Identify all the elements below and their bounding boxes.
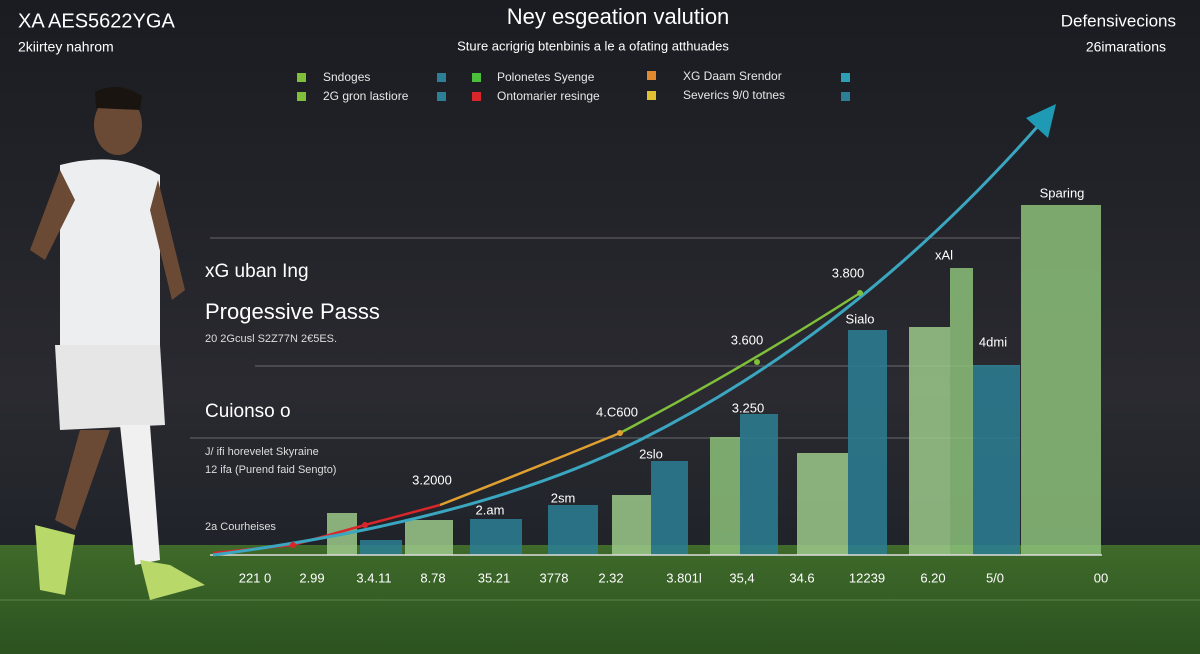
panel-footer: 2a Courheises — [205, 521, 276, 533]
bar — [909, 327, 950, 555]
point — [290, 542, 296, 548]
brand: XA AES5622YGA — [18, 10, 175, 32]
legend-swatch — [647, 71, 656, 80]
legend-swatch — [472, 73, 481, 82]
x-label: 00 — [1094, 570, 1108, 585]
x-label: 3778 — [540, 570, 569, 585]
legend-swatch — [437, 92, 446, 101]
x-label: 2.32 — [598, 570, 623, 585]
title: Ney esgeation valution — [507, 4, 730, 29]
bar — [797, 453, 848, 555]
annotation: Sparing — [1040, 185, 1085, 200]
annotation: 4.C600 — [596, 404, 638, 419]
x-label: 5/0 — [986, 570, 1004, 585]
legend-label: Severics 9/0 totnes — [683, 88, 785, 102]
bar — [740, 414, 778, 555]
point — [617, 430, 623, 436]
annotation: 3.600 — [731, 332, 764, 347]
point — [362, 522, 368, 528]
panel-note: 20 2Gcusl S2Z77N 2€5ES. — [205, 333, 337, 345]
legend-label: XG Daam Srendor — [683, 69, 782, 83]
legend-label: 2G gron lastiore — [323, 89, 409, 103]
bar — [950, 268, 973, 555]
legend-label: Polonetes Syenge — [497, 70, 595, 84]
x-label: 8.78 — [420, 570, 445, 585]
right-title: Defensivecions — [1061, 11, 1176, 30]
legend-label: Ontomarier resinge — [497, 89, 600, 103]
legend-swatch — [841, 73, 850, 82]
bar — [973, 365, 1020, 555]
bar — [848, 330, 887, 555]
panel-section: Cuionso o — [205, 401, 291, 422]
x-label: 34.6 — [789, 570, 814, 585]
annotation: 2sm — [551, 490, 576, 505]
x-label: 35,4 — [729, 570, 754, 585]
panel-title: Progessive Passs — [205, 299, 380, 324]
trend-line — [439, 431, 621, 507]
legend-swatch — [297, 92, 306, 101]
bar — [1021, 205, 1101, 555]
bar — [548, 505, 598, 555]
bar — [360, 540, 402, 555]
x-label: 35.21 — [478, 570, 511, 585]
x-label: 6.20 — [920, 570, 945, 585]
bar — [405, 520, 453, 555]
legend-swatch — [647, 91, 656, 100]
panel-heading: xG uban Ing — [205, 261, 309, 282]
legend-swatch — [297, 73, 306, 82]
annotation: 2slo — [639, 446, 663, 461]
legend-swatch — [437, 73, 446, 82]
x-label: 12239 — [849, 570, 885, 585]
x-label: 221 0 — [239, 570, 272, 585]
subtitle: Sture acrigrig btenbinis a le a ofating … — [457, 38, 729, 53]
x-label: 3.4.11 — [356, 570, 391, 585]
arrow-head — [1026, 104, 1056, 138]
trend-line — [619, 291, 861, 435]
trend-line — [212, 117, 1047, 557]
x-label: 3.801l — [666, 570, 702, 585]
legend-swatch — [841, 92, 850, 101]
annotation: Sialo — [846, 311, 875, 326]
annotation: 3.2000 — [412, 472, 452, 487]
annotation: 2.am — [476, 502, 505, 517]
brand-sub: 2kiirtey nahrom — [18, 39, 114, 55]
bar — [651, 461, 688, 555]
annotation: 3.800 — [832, 265, 865, 280]
panel-line: 12 ifa (Purend faid Sengto) — [205, 464, 336, 476]
bar — [710, 437, 740, 555]
player — [30, 86, 205, 600]
bars — [327, 205, 1101, 555]
point — [857, 290, 863, 296]
x-labels: 221 0 2.99 3.4.11 8.78 35.21 3778 2.32 3.801l 35… — [239, 570, 1109, 585]
point — [754, 359, 760, 365]
bar — [470, 519, 522, 555]
panel-line: J/ ifi horevelet Skyraine — [205, 446, 319, 458]
legend-label: Sndoges — [323, 70, 370, 84]
annotation: xAl — [935, 247, 953, 262]
x-label: 2.99 — [299, 570, 324, 585]
right-sub: 26imarations — [1086, 39, 1166, 55]
annotation: 3.250 — [732, 400, 765, 415]
legend-swatch — [472, 92, 481, 101]
annotation: 4dmi — [979, 334, 1007, 349]
